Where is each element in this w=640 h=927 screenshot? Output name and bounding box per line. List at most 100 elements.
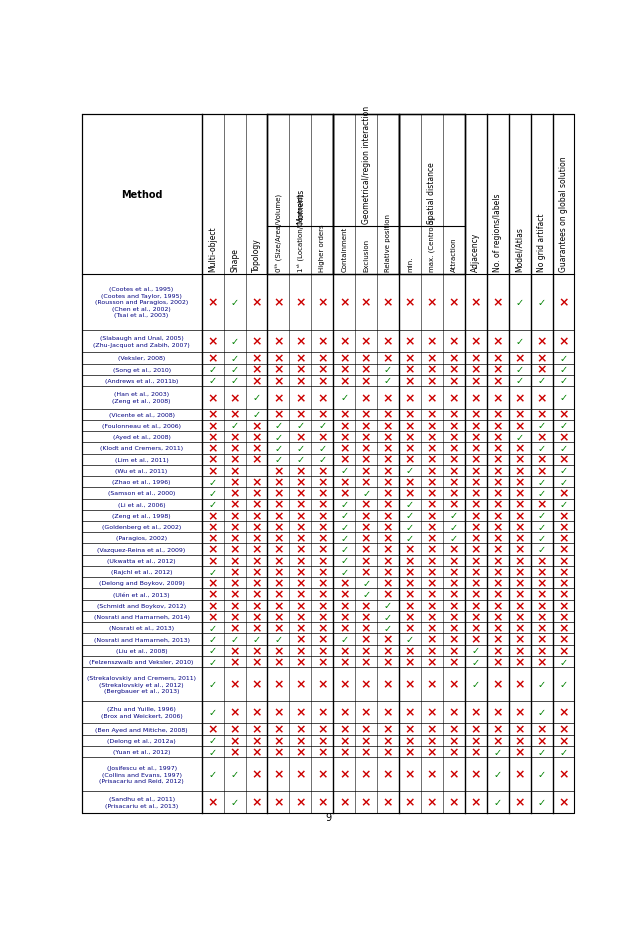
Text: ×: × [515,655,525,668]
Text: ×: × [317,588,328,601]
Text: ×: × [449,408,459,421]
Text: ×: × [470,705,481,718]
Text: ×: × [361,375,371,387]
Text: ×: × [252,352,262,365]
Text: ×: × [470,543,481,556]
Text: ×: × [515,543,525,556]
Text: ✓: ✓ [538,443,546,453]
Text: ×: × [361,453,371,466]
Text: ×: × [470,577,481,590]
Text: ×: × [427,768,437,781]
Text: ×: × [295,565,306,578]
Text: ×: × [427,509,437,522]
Text: (Vicente et al., 2008): (Vicente et al., 2008) [109,413,175,417]
Text: ×: × [449,336,459,349]
Text: ×: × [470,419,481,432]
Text: ×: × [449,375,459,387]
Text: ×: × [273,408,284,421]
Text: ×: × [383,655,394,668]
Text: ✓: ✓ [559,365,568,375]
Text: ×: × [470,599,481,612]
Text: ✓: ✓ [209,747,217,756]
Text: ×: × [252,655,262,668]
Text: ×: × [295,352,306,365]
Text: ×: × [273,577,284,590]
Text: ×: × [404,391,415,404]
Text: ×: × [404,442,415,455]
Text: ×: × [404,644,415,657]
Text: ×: × [427,487,437,500]
Text: ×: × [536,565,547,578]
Text: ✓: ✓ [230,365,239,375]
Text: ✓: ✓ [559,421,568,431]
Text: ×: × [492,599,503,612]
Text: (Rajchl et al., 2012): (Rajchl et al., 2012) [111,569,172,575]
Text: ×: × [273,723,284,736]
Text: ×: × [295,577,306,590]
Text: ×: × [558,610,569,623]
Text: (Nosrati and Hamarneh, 2014): (Nosrati and Hamarneh, 2014) [93,615,189,619]
Text: ×: × [229,521,240,534]
Text: ×: × [339,476,349,489]
Text: ×: × [229,464,240,477]
Text: ×: × [229,745,240,758]
Text: ✓: ✓ [340,466,348,476]
Text: ✓: ✓ [209,567,217,577]
Text: ×: × [229,734,240,747]
Text: ×: × [339,408,349,421]
Text: ×: × [404,705,415,718]
Text: ×: × [427,795,437,808]
Text: ✓: ✓ [209,657,217,667]
Text: ×: × [361,391,371,404]
Text: ×: × [492,453,503,466]
Text: ×: × [449,723,459,736]
Text: ×: × [558,431,569,444]
Text: ×: × [295,464,306,477]
Text: ×: × [427,622,437,635]
Text: ×: × [515,795,525,808]
Text: (Ayed et al., 2008): (Ayed et al., 2008) [113,435,170,439]
Text: ×: × [361,768,371,781]
Text: ×: × [383,745,394,758]
Text: ×: × [207,453,218,466]
Text: ✓: ✓ [406,634,414,644]
Text: ✓: ✓ [516,298,524,308]
Text: ×: × [252,705,262,718]
Text: ×: × [252,431,262,444]
Text: ✓: ✓ [209,707,217,717]
Text: ×: × [492,431,503,444]
Text: ×: × [492,464,503,477]
Text: (Paragios, 2002): (Paragios, 2002) [116,536,167,540]
Text: ×: × [515,476,525,489]
Text: ×: × [229,705,240,718]
Text: ×: × [273,554,284,567]
Text: ×: × [317,610,328,623]
Text: ✓: ✓ [406,522,414,532]
Text: ×: × [470,588,481,601]
Text: ×: × [273,543,284,556]
Text: ×: × [558,509,569,522]
Text: ×: × [252,745,262,758]
Text: ×: × [449,565,459,578]
Text: ×: × [470,476,481,489]
Text: ×: × [492,336,503,349]
Text: ×: × [273,610,284,623]
Text: ×: × [273,375,284,387]
Text: (Andrews et al., 2011b): (Andrews et al., 2011b) [105,378,179,384]
Text: ×: × [536,554,547,567]
Text: (Nosrati and Hamarneh, 2013): (Nosrati and Hamarneh, 2013) [93,637,189,641]
Text: ×: × [207,296,218,309]
Text: ×: × [273,599,284,612]
Text: ×: × [295,431,306,444]
Text: ×: × [273,644,284,657]
Text: ×: × [449,599,459,612]
Text: ×: × [295,543,306,556]
Text: ×: × [536,431,547,444]
Text: ×: × [295,532,306,545]
Text: ×: × [317,532,328,545]
Text: ×: × [492,565,503,578]
Text: ×: × [207,795,218,808]
Text: Spatial distance: Spatial distance [428,162,436,223]
Text: ×: × [383,543,394,556]
Text: ✓: ✓ [362,590,370,600]
